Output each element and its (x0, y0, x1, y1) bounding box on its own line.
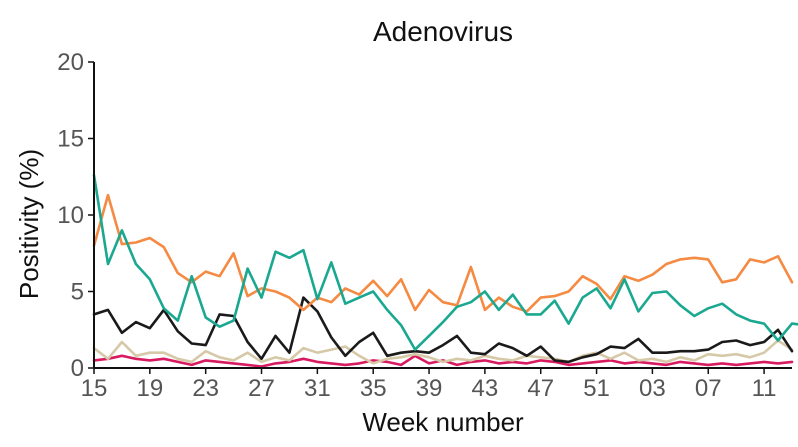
x-tick-label: 07 (695, 375, 722, 402)
x-tick-label: 15 (81, 375, 108, 402)
y-tick-label: 5 (71, 279, 84, 306)
x-tick-label: 03 (639, 375, 666, 402)
y-tick-label: 15 (57, 126, 84, 153)
x-tick-label: 51 (583, 375, 610, 402)
x-tick-label: 11 (752, 375, 777, 402)
x-tick-label: 35 (360, 375, 387, 402)
x-tick-label: 31 (304, 375, 331, 402)
series-line-1 (92, 173, 798, 351)
y-axis-label: Positivity (%) (14, 149, 44, 299)
y-tick-label: 20 (57, 49, 84, 76)
y-tick-label: 0 (71, 355, 84, 382)
chart-title: Adenovirus (373, 16, 513, 47)
series-layer (92, 173, 798, 368)
x-tick-label: 23 (192, 375, 219, 402)
series-line-2 (92, 193, 794, 313)
x-axis-ticks: 15 19 23 27 31 35 39 43 47 51 03 07 11 (81, 368, 777, 402)
x-tick-label: 39 (416, 375, 443, 402)
series-line-4 (92, 339, 794, 365)
x-tick-label: 19 (136, 375, 163, 402)
x-tick-label: 27 (248, 375, 275, 402)
series-line-3 (92, 296, 794, 364)
y-tick-label: 10 (57, 202, 84, 229)
x-tick-label: 47 (527, 375, 554, 402)
x-axis-label: Week number (362, 407, 524, 437)
y-axis-ticks: 0 5 10 15 20 (57, 49, 94, 382)
x-tick-label: 43 (472, 375, 499, 402)
series-line-5 (92, 354, 794, 368)
